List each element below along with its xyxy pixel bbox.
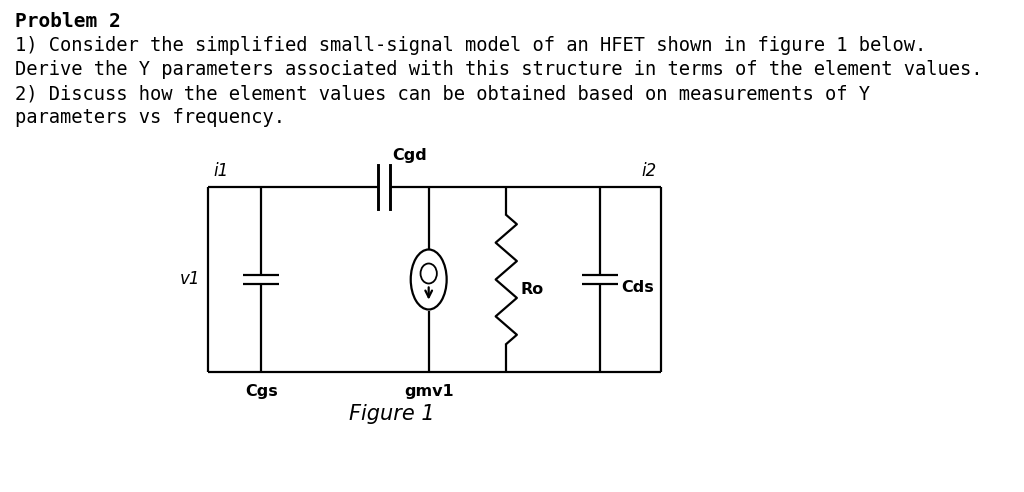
Text: Cds: Cds [622,280,654,295]
Text: Cgd: Cgd [392,148,427,163]
Text: Figure 1: Figure 1 [349,404,435,424]
Text: i1: i1 [213,162,228,180]
Text: Problem 2: Problem 2 [14,12,121,31]
Text: gmv1: gmv1 [403,384,454,399]
Text: 2) Discuss how the element values can be obtained based on measurements of Y: 2) Discuss how the element values can be… [14,84,869,103]
Text: parameters vs frequency.: parameters vs frequency. [14,108,285,127]
Text: Ro: Ro [520,282,544,297]
Text: Derive the Y parameters associated with this structure in terms of the element v: Derive the Y parameters associated with … [14,60,982,79]
Text: Cgs: Cgs [245,384,278,399]
Text: i2: i2 [641,162,656,180]
Text: v1: v1 [179,271,200,288]
Text: 1) Consider the simplified small-signal model of an HFET shown in figure 1 below: 1) Consider the simplified small-signal … [14,36,926,55]
